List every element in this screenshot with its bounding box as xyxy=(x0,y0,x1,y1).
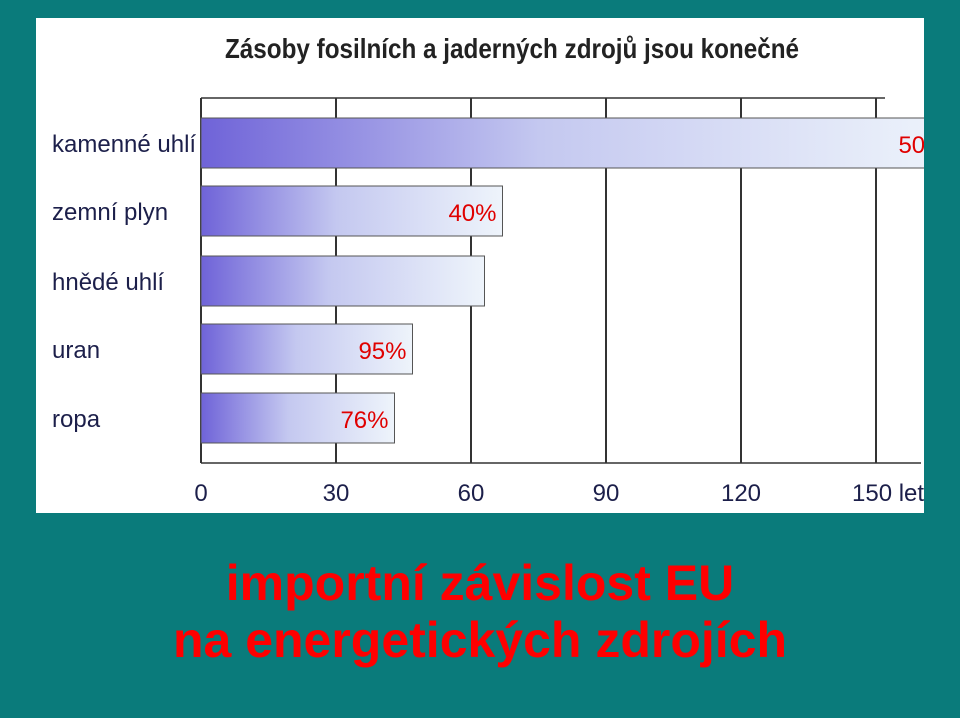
chart-panel: Zásoby fosilních a jaderných zdrojů jsou… xyxy=(36,18,924,513)
category-label-3: uran xyxy=(52,337,100,364)
bar-label-1: 40% xyxy=(448,200,496,227)
bar-0 xyxy=(200,117,924,169)
x-tick-label-4: 120 xyxy=(721,480,761,507)
bar-4 xyxy=(200,392,395,444)
x-tick-label-0: 0 xyxy=(194,480,207,507)
x-tick-label-2: 60 xyxy=(458,480,485,507)
bar-label-3: 95% xyxy=(358,338,406,365)
caption-line-1: importní závislost EU xyxy=(225,555,735,611)
x-tick-label-1: 30 xyxy=(323,480,350,507)
x-tick-label-3: 90 xyxy=(593,480,620,507)
chart-title: Zásoby fosilních a jaderných zdrojů jsou… xyxy=(225,33,799,64)
category-label-2: hnědé uhlí xyxy=(52,269,164,296)
bar-chart: Zásoby fosilních a jaderných zdrojů jsou… xyxy=(52,33,924,507)
bar-label-4: 76% xyxy=(340,407,388,434)
category-label-1: zemní plyn xyxy=(52,199,168,226)
caption-line-2: na energetických zdrojích xyxy=(172,612,788,668)
bar-1 xyxy=(200,185,503,237)
category-label-4: ropa xyxy=(52,406,101,433)
category-label-0: kamenné uhlí xyxy=(52,131,196,158)
bar-2 xyxy=(200,255,485,307)
bar-label-0: 50% xyxy=(898,132,924,159)
x-tick-label-5: 150 let xyxy=(852,480,924,507)
bar-3 xyxy=(200,323,413,375)
